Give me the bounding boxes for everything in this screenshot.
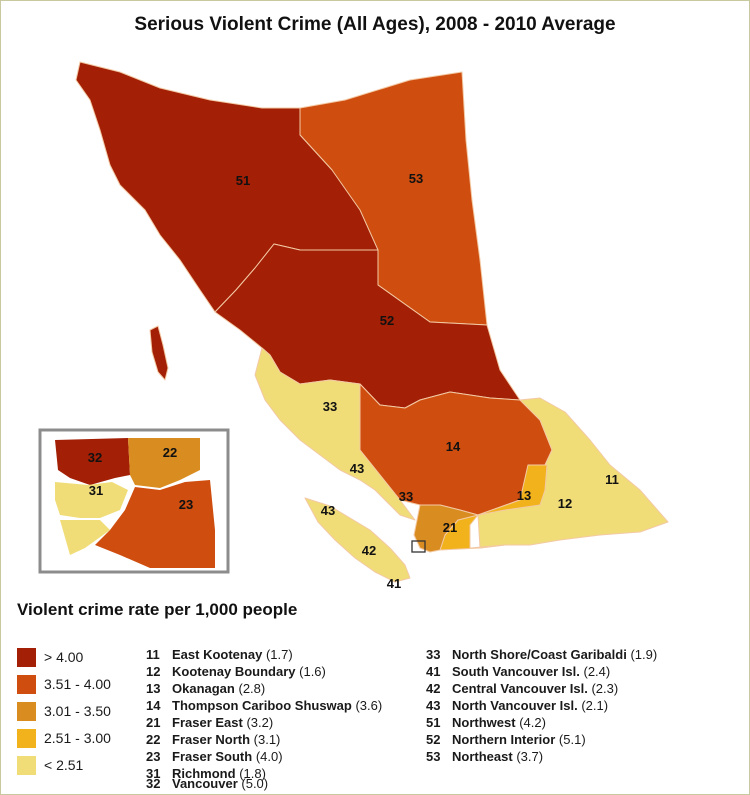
inset-label-22: 22 (163, 445, 177, 460)
region-entry-53: 53 Northeast (3.7) (426, 749, 544, 764)
lower-mainland-inset: 32 22 31 23 (38, 428, 230, 574)
label-52: 52 (380, 313, 394, 328)
label-11: 11 (605, 472, 619, 487)
inset-label-23: 23 (179, 497, 193, 512)
label-21: 21 (443, 520, 457, 535)
region-entry-52: 52 Northern Interior (5.1) (426, 732, 586, 747)
map-title: Serious Violent Crime (All Ages), 2008 -… (134, 14, 616, 35)
inset-region-31[interactable] (55, 482, 128, 518)
label-12: 12 (558, 496, 572, 511)
label-33-north: 33 (323, 399, 337, 414)
inset-region-22[interactable] (128, 438, 200, 488)
label-53: 53 (409, 171, 423, 186)
label-14: 14 (446, 439, 461, 454)
legend-label: < 2.51 (44, 757, 84, 773)
region-entry-42: 42 Central Vancouver Isl. (2.3) (426, 681, 619, 696)
legend-swatch (17, 702, 36, 721)
legend-swatch (17, 675, 36, 694)
region-entry-11: 11 East Kootenay (1.7) (146, 647, 293, 662)
legend-label: 3.51 - 4.00 (44, 676, 111, 692)
region-vancouver-island[interactable] (304, 497, 411, 583)
inset-label-32: 32 (88, 450, 102, 465)
legend-label: 3.01 - 3.50 (44, 703, 111, 719)
region-entry-21: 21 Fraser East (3.2) (146, 715, 274, 730)
inset-region-23[interactable] (95, 480, 215, 568)
legend-label: 2.51 - 3.00 (44, 730, 111, 746)
region-entry-43: 43 North Vancouver Isl. (2.1) (426, 698, 609, 713)
region-entry-33: 33 North Shore/Coast Garibaldi (1.9) (426, 647, 658, 662)
legend-swatch (17, 648, 36, 667)
legend-title: Violent crime rate per 1,000 people (17, 600, 298, 619)
region-haida-gwaii[interactable] (149, 325, 169, 381)
label-51: 51 (236, 173, 250, 188)
region-entry-13: 13 Okanagan (2.8) (146, 681, 266, 696)
label-43-south: 43 (321, 503, 335, 518)
inset-locator-box[interactable] (411, 540, 426, 553)
label-41: 41 (387, 576, 401, 591)
legend-swatch (17, 729, 36, 748)
region-entry-51: 51 Northwest (4.2) (426, 715, 546, 730)
region-33-north-shore-coast-garibaldi[interactable] (254, 347, 416, 521)
label-13: 13 (517, 488, 531, 503)
region-21-fraser-east[interactable] (413, 504, 479, 553)
legend-label: > 4.00 (44, 649, 84, 665)
inset-region-32[interactable] (55, 438, 130, 485)
inset-region-31-south[interactable] (60, 520, 110, 555)
inset-label-31: 31 (89, 483, 103, 498)
label-42: 42 (362, 543, 376, 558)
region-entry-12: 12 Kootenay Boundary (1.6) (146, 664, 326, 679)
region-entry-32: 32 Vancouver (5.0) (146, 776, 269, 791)
region-entry-22: 22 Fraser North (3.1) (146, 732, 281, 747)
bc-region-map: 51 53 52 33 14 43 33 43 13 12 11 21 42 4… (38, 61, 669, 591)
legend-swatch (17, 756, 36, 775)
region-entry-41: 41 South Vancouver Isl. (2.4) (426, 664, 611, 679)
region-entry-31: 31 Richmond (1.8) (146, 766, 266, 781)
label-33-south: 33 (399, 489, 413, 504)
region-entry-14: 14 Thompson Cariboo Shuswap (3.6) (146, 698, 383, 713)
label-43-north: 43 (350, 461, 364, 476)
region-entry-23: 23 Fraser South (4.0) (146, 749, 283, 764)
